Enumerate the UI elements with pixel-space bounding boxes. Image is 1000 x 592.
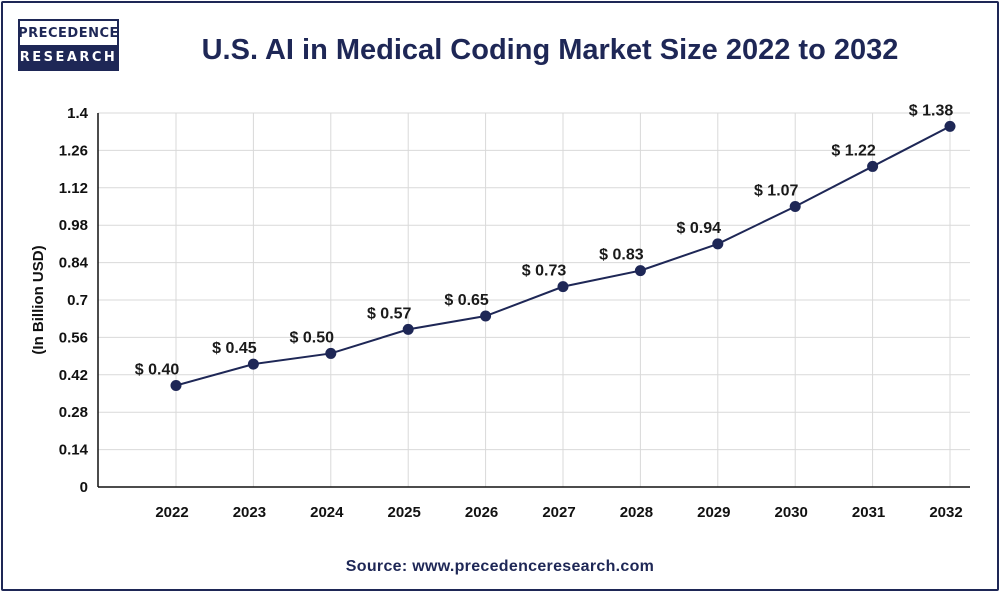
data-label: $ 1.07 <box>754 183 799 200</box>
y-tick-label: 1.12 <box>59 180 88 197</box>
data-label: $ 0.73 <box>522 263 567 280</box>
data-point <box>867 160 879 172</box>
data-point <box>480 310 492 322</box>
data-label: $ 0.40 <box>135 361 180 378</box>
data-label: $ 0.57 <box>367 305 412 322</box>
source-note: Source: www.precedenceresearch.com <box>345 558 655 575</box>
data-label-layer: $ 0.40 $ 0.45 $ 0.50 $ 0.57 $ 0.65 $ 0.73 $ 0.… <box>135 102 954 378</box>
y-tick-label: 0.84 <box>59 255 89 272</box>
y-tick-label: 0.56 <box>59 329 88 346</box>
y-tick-label: 0.7 <box>67 292 88 309</box>
x-tick-label: 2026 <box>465 504 498 521</box>
y-tick-label: 1.4 <box>67 105 89 122</box>
x-tick-label: 2030 <box>775 504 808 521</box>
y-tick-label: 0 <box>80 479 88 496</box>
data-label: $ 0.45 <box>212 340 257 357</box>
data-point <box>402 323 414 335</box>
data-point <box>325 347 337 359</box>
brand-logo: PRECEDENCE RESEARCH <box>18 19 119 71</box>
x-tick-label: 2024 <box>310 504 344 521</box>
data-point <box>247 358 259 370</box>
data-label: $ 1.22 <box>831 142 876 159</box>
x-tick-label: 2028 <box>620 504 653 521</box>
data-point <box>557 281 569 293</box>
y-tick-label: 1.26 <box>59 142 88 159</box>
y-axis-title: (In Billion USD) <box>30 245 47 354</box>
data-label: $ 0.94 <box>677 220 722 237</box>
series-layer <box>170 120 956 391</box>
data-label: $ 1.38 <box>909 102 954 119</box>
x-tick-label: 2025 <box>388 504 421 521</box>
x-tick-label: 2027 <box>542 504 575 521</box>
data-point <box>634 265 646 277</box>
y-tick-label: 0.98 <box>59 217 88 234</box>
x-tick-label: 2023 <box>233 504 266 521</box>
chart-title: U.S. AI in Medical Coding Market Size 20… <box>201 34 899 66</box>
grid-layer <box>98 112 970 487</box>
y-tick-label: 0.42 <box>59 367 88 384</box>
logo-bottom-text: RESEARCH <box>20 45 117 69</box>
data-point <box>170 379 182 391</box>
data-point <box>789 201 801 212</box>
axis-layer: 0 0.14 0.28 0.42 0.56 0.7 0.84 0.98 1.12 1.26 1.4 2… <box>30 105 970 521</box>
x-tick-label: 2029 <box>697 504 730 521</box>
y-tick-label: 0.28 <box>59 404 88 421</box>
data-point <box>712 238 724 250</box>
y-tick-label: 0.14 <box>59 442 89 459</box>
data-point <box>944 120 956 132</box>
x-tick-label: 2032 <box>929 504 962 521</box>
data-label: $ 0.83 <box>599 247 644 264</box>
x-tick-label: 2031 <box>852 504 885 521</box>
x-tick-label: 2022 <box>155 504 188 521</box>
data-label: $ 0.50 <box>290 329 335 346</box>
logo-top-text: PRECEDENCE <box>18 21 118 45</box>
data-label: $ 0.65 <box>444 292 489 309</box>
